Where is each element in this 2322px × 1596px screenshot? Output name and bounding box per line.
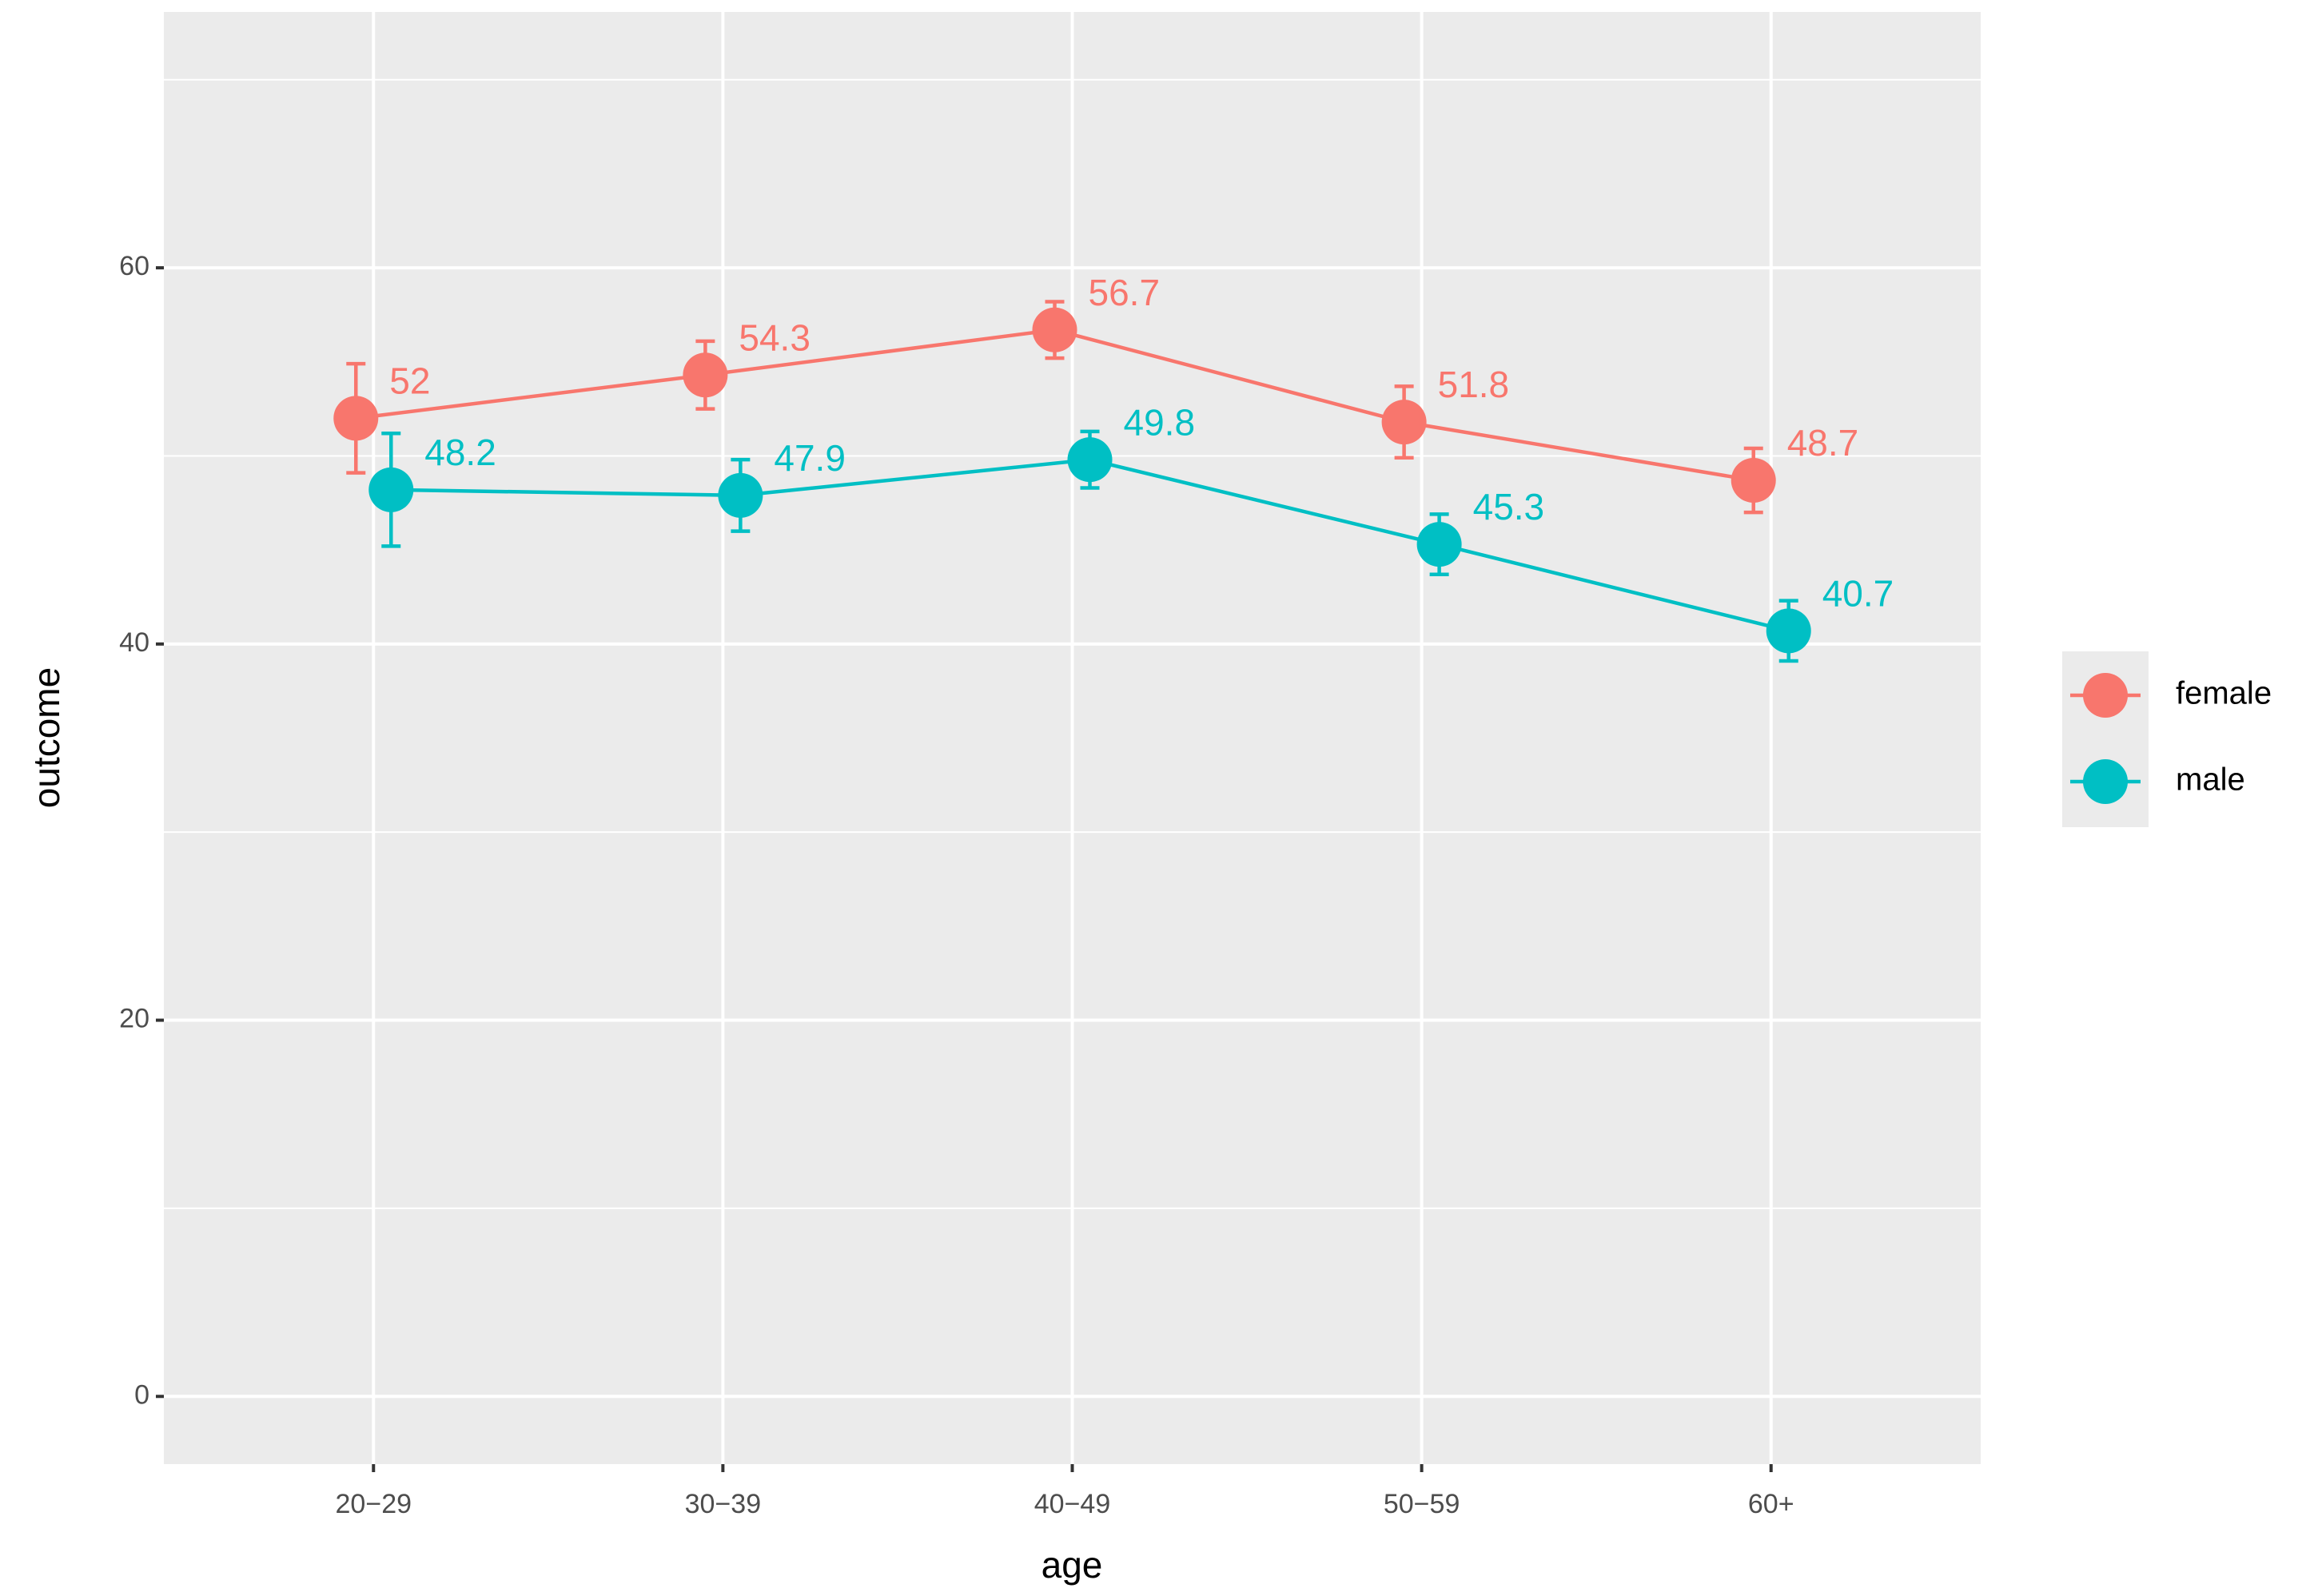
legend-label: female — [2176, 676, 2272, 711]
legend-key-point — [2083, 673, 2128, 718]
x-tick-label: 20−29 — [336, 1489, 412, 1519]
point — [718, 472, 763, 518]
data-label: 45.3 — [1473, 486, 1545, 527]
x-tick-label: 60+ — [1748, 1489, 1794, 1519]
data-label: 47.9 — [774, 437, 846, 479]
data-label: 54.3 — [739, 316, 811, 358]
point — [1381, 400, 1427, 445]
point — [333, 396, 379, 441]
data-label: 48.2 — [424, 432, 496, 473]
data-label: 48.7 — [1787, 422, 1859, 464]
x-tick-label: 30−39 — [685, 1489, 762, 1519]
y-tick-label: 60 — [119, 251, 149, 281]
point — [1766, 608, 1811, 654]
x-tick-label: 50−59 — [1384, 1489, 1460, 1519]
x-axis-title: age — [1042, 1544, 1103, 1586]
point — [1032, 307, 1077, 352]
point — [368, 467, 414, 512]
point — [1416, 522, 1462, 567]
legend-key-point — [2083, 759, 2128, 804]
data-label: 40.7 — [1822, 572, 1894, 614]
data-label: 51.8 — [1438, 364, 1510, 405]
point — [1067, 437, 1113, 483]
x-tick-label: 40−49 — [1034, 1489, 1111, 1519]
point — [1731, 458, 1776, 503]
data-label: 52 — [389, 360, 430, 402]
data-label: 56.7 — [1089, 272, 1161, 313]
legend-label: male — [2176, 762, 2245, 798]
point — [683, 352, 728, 398]
y-tick-label: 0 — [134, 1379, 149, 1410]
y-axis-title: outcome — [26, 667, 67, 808]
y-tick-label: 20 — [119, 1004, 149, 1034]
data-label: 49.8 — [1124, 401, 1196, 443]
y-tick-label: 40 — [119, 627, 149, 658]
